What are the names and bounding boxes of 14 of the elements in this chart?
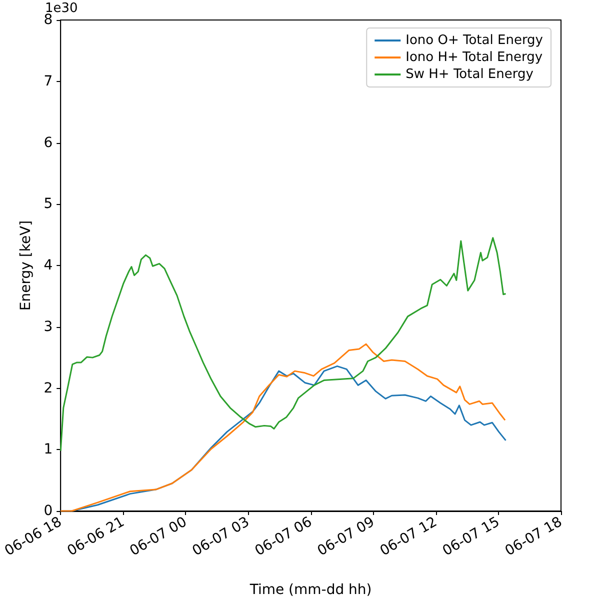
y-tick-label: 6 bbox=[44, 134, 53, 151]
y-tick-label: 1 bbox=[44, 442, 53, 458]
legend-label: Sw H+ Total Energy bbox=[406, 67, 534, 82]
x-axis-title: Time (mm-dd hh) bbox=[248, 582, 372, 598]
y-tick-label: 5 bbox=[44, 196, 53, 212]
y-tick-label: 4 bbox=[44, 258, 53, 274]
y-tick-label: 3 bbox=[44, 318, 53, 335]
y-axis-title: Energy [keV] bbox=[18, 220, 34, 311]
y-tick-label: 2 bbox=[44, 380, 53, 396]
y-tick-label: 8 bbox=[44, 12, 53, 28]
legend-label: Iono H+ Total Energy bbox=[406, 50, 543, 65]
y-tick-label: 0 bbox=[44, 503, 53, 519]
legend-label: Iono O+ Total Energy bbox=[406, 33, 544, 48]
y-tick-label: 7 bbox=[44, 73, 53, 90]
